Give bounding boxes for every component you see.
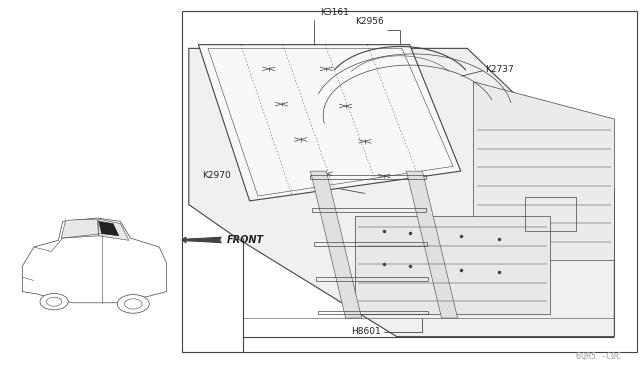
Polygon shape — [22, 218, 166, 303]
Text: FRONT: FRONT — [227, 235, 264, 245]
Polygon shape — [474, 82, 614, 260]
Text: K3161: K3161 — [320, 8, 349, 17]
Text: K2737: K2737 — [485, 65, 514, 74]
Polygon shape — [61, 219, 99, 238]
Polygon shape — [99, 219, 129, 240]
Text: H8601: H8601 — [351, 327, 381, 336]
Text: K2970: K2970 — [202, 171, 230, 180]
Polygon shape — [406, 171, 458, 318]
Polygon shape — [189, 48, 614, 337]
Text: 6QR5 -C0C: 6QR5 -C0C — [576, 352, 621, 361]
Text: K2956: K2956 — [355, 17, 384, 26]
Circle shape — [117, 295, 149, 313]
Circle shape — [40, 294, 68, 310]
Polygon shape — [198, 45, 461, 201]
Polygon shape — [355, 216, 550, 314]
Polygon shape — [99, 221, 119, 236]
Polygon shape — [310, 171, 362, 318]
